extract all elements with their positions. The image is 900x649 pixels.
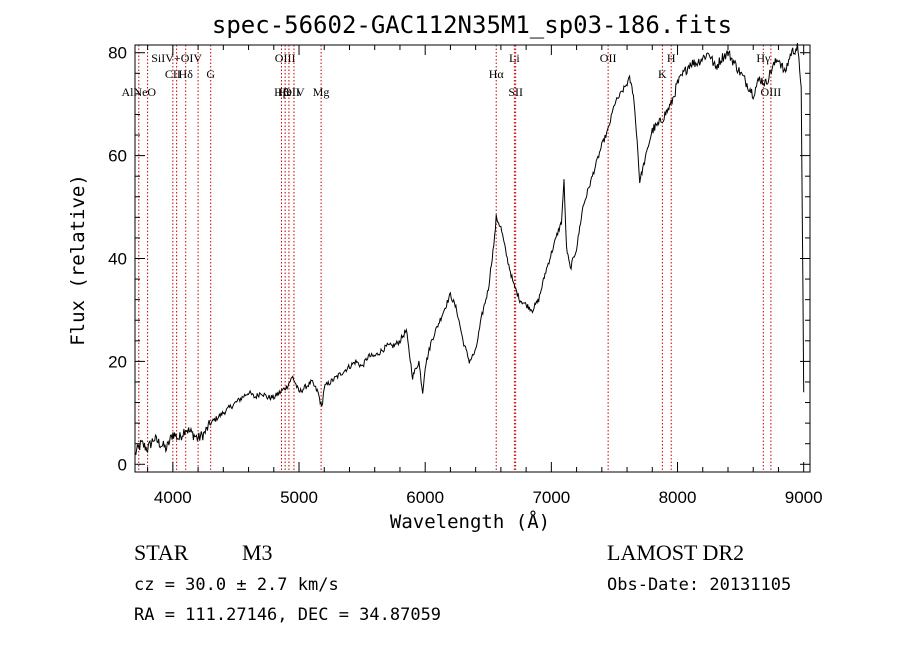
y-tick-label: 0 — [118, 455, 127, 474]
chart-title: spec-56602-GAC112N35M1_sp03-186.fits — [212, 11, 732, 39]
redshift-text: cz = 30.0 ± 2.7 km/s — [134, 575, 339, 595]
y-tick-label: 40 — [108, 250, 127, 269]
spectrum-series — [134, 43, 805, 456]
x-tick-label: 8000 — [659, 488, 697, 507]
axes: 4000 5000 6000 7000 8000 9000 0 20 40 60 80 — [108, 44, 823, 507]
x-tick-label: 9000 — [785, 488, 823, 507]
marker-label: Hγ — [756, 51, 771, 65]
y-tick-label: 80 — [108, 44, 127, 63]
coords-text: RA = 111.27146, DEC = 34.87059 — [134, 605, 441, 625]
marker-label: OIII — [761, 85, 782, 99]
x-tick-label: 5000 — [280, 488, 318, 507]
y-tick-label: 60 — [108, 147, 127, 166]
marker-label: Hα — [489, 67, 505, 81]
x-axis-label: Wavelength (Å) — [390, 510, 550, 533]
marker-label: AlNeO — [121, 85, 156, 99]
survey-name: LAMOST DR2 — [607, 540, 744, 565]
obs-date: Obs-Date: 20131105 — [607, 575, 791, 595]
object-subclass: M3 — [242, 540, 273, 565]
marker-label: OIV — [283, 85, 305, 99]
marker-label: SII — [508, 85, 523, 99]
marker-label: Mg — [313, 85, 330, 99]
x-tick-label: 7000 — [532, 488, 570, 507]
marker-label: Hδ — [179, 67, 194, 81]
marker-label: Li — [509, 51, 520, 65]
marker-label: SiIV+OIV — [151, 51, 202, 65]
y-axis-label: Flux (relative) — [67, 174, 89, 346]
plot-frame — [134, 44, 811, 473]
y-tick-label: 20 — [108, 352, 127, 371]
marker-label: H — [667, 51, 676, 65]
marker-label: OIII — [275, 51, 296, 65]
x-tick-label: 4000 — [154, 488, 192, 507]
marker-label: K — [658, 67, 667, 81]
x-tick-label: 6000 — [406, 488, 444, 507]
marker-label: G — [206, 67, 215, 81]
object-class: STAR — [134, 540, 189, 565]
marker-label: OII — [600, 51, 617, 65]
spectrum-line — [134, 43, 805, 456]
